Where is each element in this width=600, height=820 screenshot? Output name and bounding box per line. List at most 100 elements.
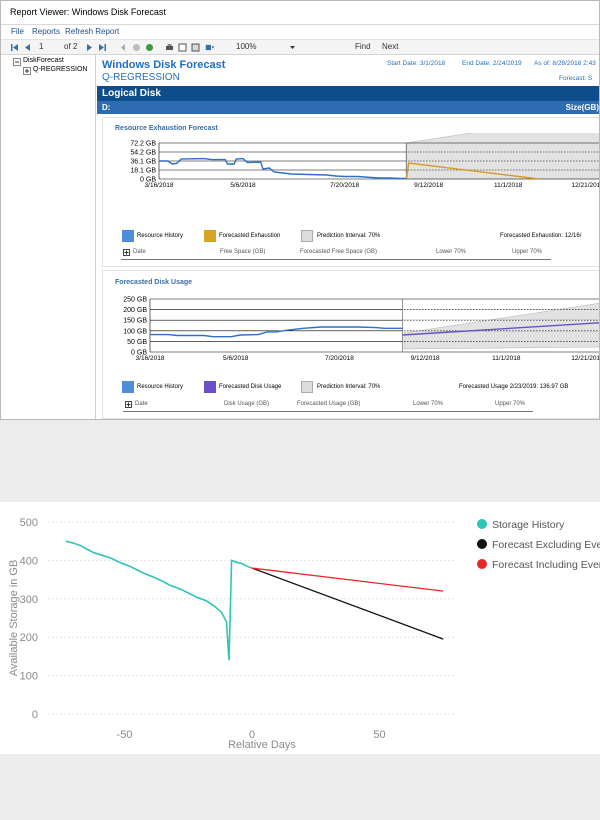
- legend-swatch-forecast: [204, 230, 216, 242]
- col-lower-2: Lower 70%: [413, 401, 444, 407]
- menu-bar: File Reports Refresh Report: [1, 25, 599, 39]
- col-forecasted-free: Forecasted Free Space (GB): [300, 249, 378, 255]
- section-band: Logical Disk: [97, 86, 599, 101]
- y-tick-label: 100 GB: [123, 328, 147, 335]
- storage-forecast-card: 0 100 200 300 400 500 -50 0 50 Relative Days Avail…: [0, 502, 600, 754]
- chevron-down-icon[interactable]: [288, 43, 297, 52]
- series-line-0: [65, 540, 253, 661]
- tree-child[interactable]: Q-REGRESSION: [33, 66, 88, 73]
- legend-marker: [477, 539, 487, 549]
- x-axis-label: Relative Days: [228, 739, 296, 751]
- legend-marker: [477, 559, 487, 569]
- chart-panel-exhaustion: [102, 117, 599, 267]
- print-layout-icon[interactable]: [178, 43, 187, 52]
- legend-swatch-interval-2: [301, 381, 313, 393]
- x-tick-label: 50: [373, 729, 385, 741]
- drive-band: D: Size(GB): [97, 101, 599, 114]
- legend-marker: [477, 519, 487, 529]
- previous-page-icon[interactable]: [23, 43, 32, 52]
- back-icon[interactable]: [119, 43, 128, 52]
- series-line-2: [251, 567, 444, 592]
- zoom-select[interactable]: 100%: [236, 42, 257, 51]
- header-divider-2: [123, 411, 533, 412]
- legend-usage: Forecasted Disk Usage: [219, 384, 282, 390]
- y-tick-label: 250 GB: [123, 297, 147, 304]
- chart-title-usage: Forecasted Disk Usage: [115, 279, 193, 286]
- window-title: Report Viewer: Windows Disk Forecast: [10, 7, 166, 17]
- expand-rows-icon-2[interactable]: [125, 401, 132, 408]
- collapse-icon[interactable]: [13, 58, 21, 66]
- legend-label: Forecast Excluding Event: [492, 539, 600, 551]
- x-tick-label: 11/1/2018: [492, 355, 521, 362]
- refresh-icon[interactable]: [145, 43, 154, 52]
- menu-refresh-report[interactable]: Refresh Report: [65, 27, 120, 36]
- tree-root[interactable]: DiskForecast: [23, 57, 64, 64]
- expand-icon[interactable]: [23, 67, 31, 75]
- print-icon[interactable]: [165, 43, 174, 52]
- legend-swatch-interval: [301, 230, 313, 242]
- series-forecast-line: [402, 322, 599, 336]
- chart-panel-usage: [102, 270, 599, 419]
- exhaustion-annotation: Forecasted Exhaustion: 12/16/: [500, 233, 582, 239]
- forecast-label: Forecast: S: [559, 75, 593, 82]
- x-tick-label: 7/20/2018: [325, 355, 354, 362]
- next-page-icon[interactable]: [85, 43, 94, 52]
- col-upper-2: Upper 70%: [495, 401, 526, 407]
- col-upper: Upper 70%: [512, 249, 543, 255]
- col-free-space: Free Space (GB): [220, 249, 266, 255]
- prediction-interval-band: [405, 133, 599, 180]
- x-tick-label: 9/12/2018: [414, 182, 443, 189]
- expand-rows-icon[interactable]: [123, 249, 130, 256]
- menu-reports[interactable]: Reports: [32, 27, 61, 36]
- x-tick-label: 5/6/2018: [230, 182, 256, 189]
- page-count: of 2: [64, 42, 78, 51]
- menu-file[interactable]: File: [11, 27, 24, 36]
- y-axis-label: Available Storage in GB: [8, 560, 20, 677]
- x-tick-label: 9/12/2018: [411, 355, 440, 362]
- last-page-icon[interactable]: [98, 43, 107, 52]
- legend-label: Storage History: [492, 519, 565, 531]
- series-forecast-line: [405, 162, 540, 180]
- y-tick-label: 18.1 GB: [130, 168, 156, 175]
- y-tick-label: 0 GB: [140, 177, 156, 184]
- page-setup-icon[interactable]: [191, 43, 200, 52]
- y-tick-label: 400: [20, 555, 38, 567]
- series-history-line: [159, 157, 407, 180]
- end-date: End Date: 2/24/2019: [462, 60, 522, 67]
- chart-title-exhaustion: Resource Exhaustion Forecast: [115, 125, 218, 132]
- x-tick-label: 3/16/2018: [136, 355, 165, 362]
- legend-swatch-history: [122, 230, 134, 242]
- y-tick-label: 150 GB: [123, 318, 147, 325]
- y-tick-label: 36.1 GB: [130, 159, 156, 166]
- start-date: Start Date: 3/1/2018: [387, 60, 446, 67]
- legend-label: Forecast Including Event: [492, 559, 600, 571]
- x-tick-label: 3/16/2018: [145, 182, 174, 189]
- legend-swatch-history-2: [122, 381, 134, 393]
- prediction-interval-band: [403, 303, 599, 350]
- col-date: Date: [133, 249, 146, 255]
- legend-history: Resource History: [137, 233, 184, 239]
- legend-history-2: Resource History: [137, 384, 184, 390]
- stop-icon[interactable]: [132, 43, 141, 52]
- legend-interval-2: Prediction Interval: 70%: [317, 384, 381, 390]
- header-divider: [121, 259, 551, 260]
- usage-chart: 250 GB 200 GB 150 GB 100 GB 50 GB 0 GB3/16/20…: [123, 297, 599, 362]
- page-number-input[interactable]: 1: [39, 42, 44, 51]
- export-icon[interactable]: [205, 43, 214, 52]
- col-lower: Lower 70%: [436, 249, 467, 255]
- as-of-date: As of: 8/28/2018 2:43: [534, 60, 596, 67]
- series-history-line: [150, 326, 403, 338]
- report-body: Windows Disk Forecast Q-REGRESSION Start…: [97, 55, 599, 419]
- y-tick-label: 200 GB: [123, 307, 147, 314]
- title-bar: Report Viewer: Windows Disk Forecast: [1, 1, 599, 25]
- legend-forecast: Forecasted Exhaustion: [219, 233, 281, 239]
- next-link[interactable]: Next: [382, 42, 399, 51]
- y-tick-label: 500: [20, 517, 38, 529]
- x-tick-label: 5/6/2018: [223, 355, 249, 362]
- first-page-icon[interactable]: [10, 43, 19, 52]
- drive-label: D:: [102, 103, 111, 112]
- y-tick-label: 0: [32, 709, 38, 721]
- find-link[interactable]: Find: [355, 42, 371, 51]
- usage-annotation: Forecasted Usage 2/23/2019: 136.97 GB: [459, 384, 569, 390]
- y-tick-label: 54.2 GB: [130, 150, 156, 157]
